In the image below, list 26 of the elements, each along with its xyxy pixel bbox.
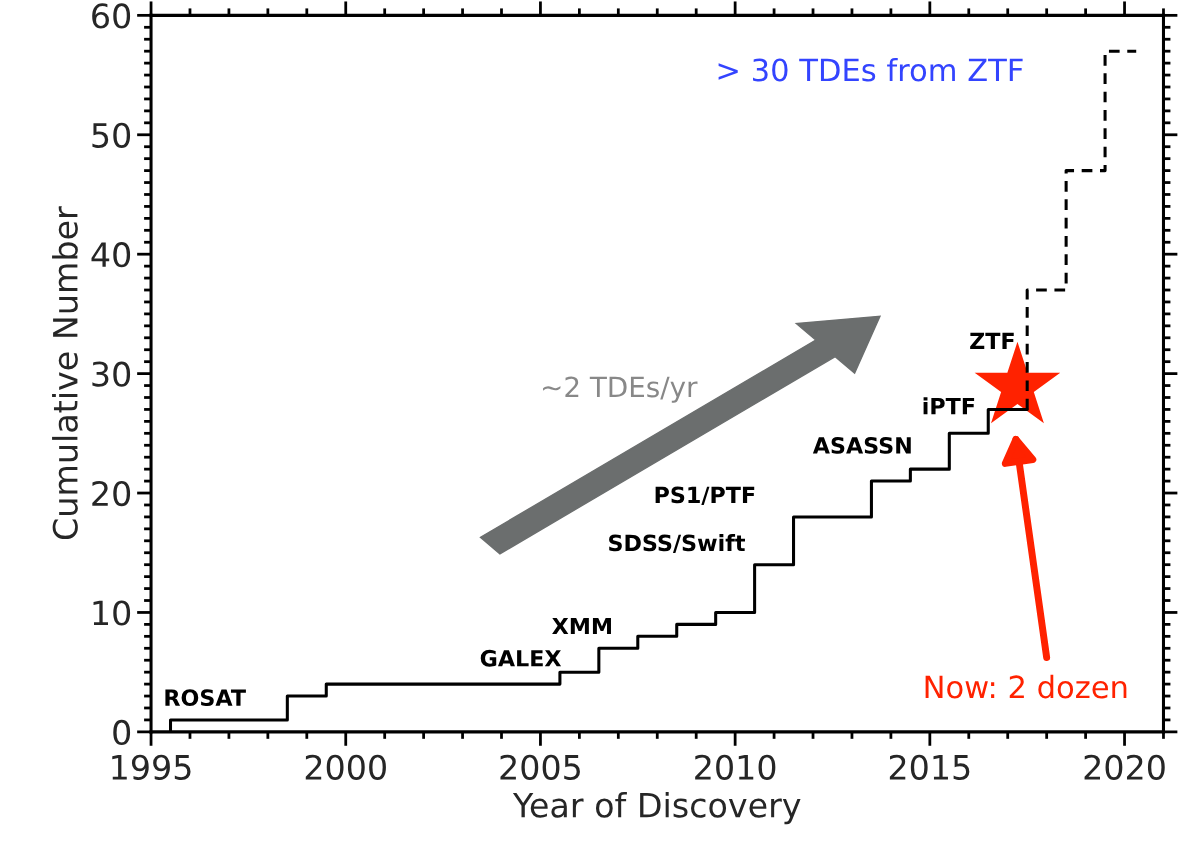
annotation: Now: 2 dozen bbox=[925, 674, 1127, 699]
y-tick-label: 40 bbox=[91, 242, 131, 268]
annotation: iPTF bbox=[923, 397, 975, 415]
y-tick-label: 50 bbox=[92, 122, 131, 148]
y-tick-label: 10 bbox=[93, 600, 131, 626]
annotation: XMM bbox=[552, 617, 611, 635]
x-tick-label: 2015 bbox=[889, 754, 970, 780]
annotation: ZTF bbox=[970, 332, 1014, 349]
annotation: GALEX bbox=[480, 649, 562, 667]
x-tick-label: 2010 bbox=[695, 754, 776, 780]
annotation: ASASSN bbox=[812, 437, 911, 454]
x-tick-label: 2020 bbox=[1084, 754, 1165, 780]
x-axis-title: Year of Discovery bbox=[512, 791, 801, 825]
y-tick-label: 0 bbox=[113, 719, 131, 746]
annotation: ROSAT bbox=[165, 689, 246, 707]
x-tick-label: 2005 bbox=[500, 754, 580, 780]
y-tick-label: 60 bbox=[92, 3, 131, 29]
y-tick-label: 30 bbox=[92, 361, 131, 387]
annotation: ~2 TDEs/yr bbox=[543, 376, 698, 403]
annotation: PS1/PTF bbox=[655, 486, 755, 506]
annotation: SDSS/Swift bbox=[609, 534, 745, 554]
annotation: > 30 TDEs from ZTF bbox=[718, 57, 1023, 82]
x-tick-label: 1995 bbox=[112, 754, 191, 780]
x-tick-label: 2000 bbox=[305, 754, 386, 780]
y-tick-label: 20 bbox=[92, 480, 131, 507]
y-axis-title: Cumulative Number bbox=[52, 206, 78, 540]
